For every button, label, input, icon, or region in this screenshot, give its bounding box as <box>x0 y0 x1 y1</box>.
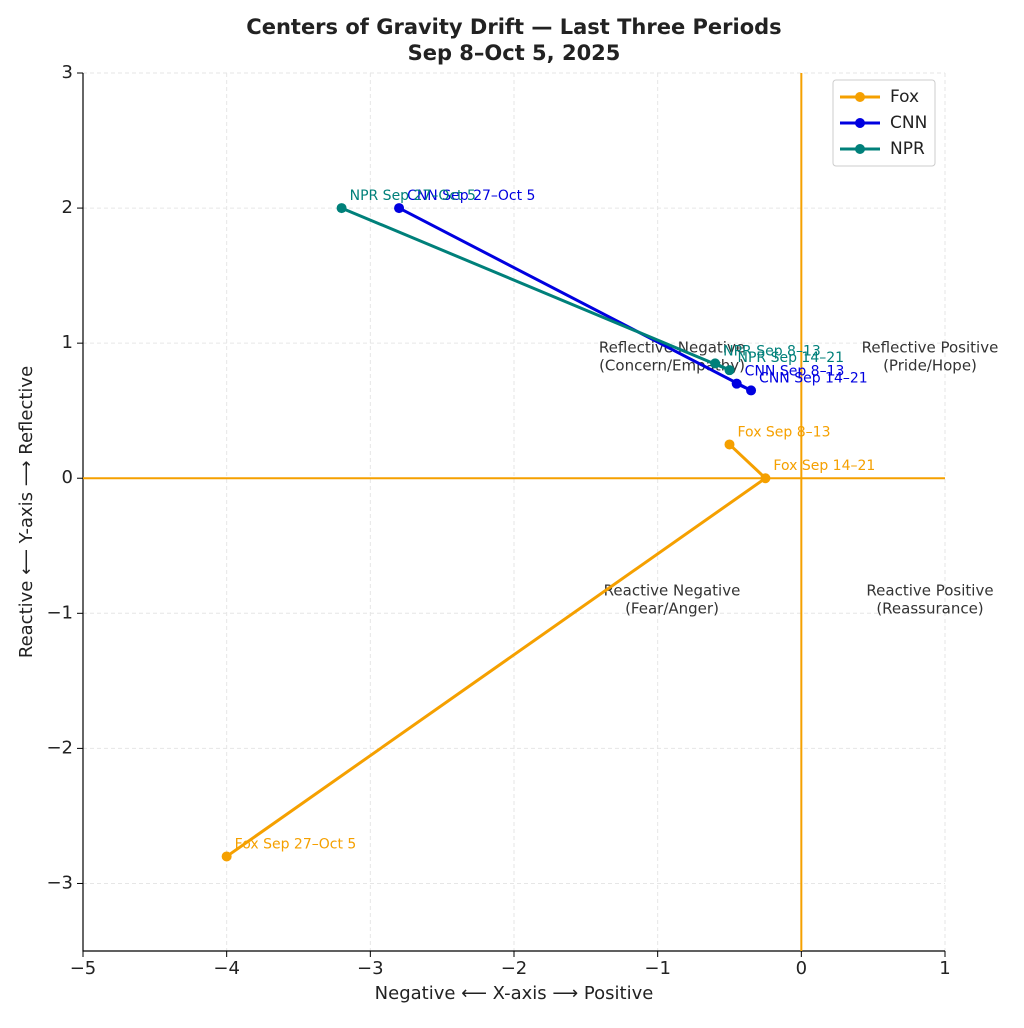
x-tick-label: 0 <box>796 958 807 979</box>
data-point <box>710 358 721 369</box>
data-point <box>336 203 347 214</box>
x-tick-label: −1 <box>644 958 671 979</box>
point-label: NPR Sep 14–21 <box>738 350 845 366</box>
series-line <box>225 443 768 858</box>
data-point <box>724 365 735 376</box>
legend-label: CNN <box>890 113 927 133</box>
x-tick-label: −2 <box>501 958 528 979</box>
point-label: CNN Sep 8–13 <box>745 364 845 380</box>
x-tick-label: −3 <box>357 958 384 979</box>
point-label: NPR Sep 27–Oct 5 <box>350 188 476 204</box>
point-label: Fox Sep 8–13 <box>738 424 831 440</box>
x-axis-label: Negative ⟵ X-axis ⟶ Positive <box>375 983 654 1004</box>
data-point <box>760 473 771 484</box>
y-axis-label: Reactive ⟵ Y-axis ⟶ Reflective <box>16 366 37 658</box>
x-tick-label: −4 <box>213 958 240 979</box>
y-tick-label: −2 <box>46 737 73 758</box>
data-point <box>394 203 405 214</box>
point-label: NPR Sep 8–13 <box>723 343 821 359</box>
chart-title: Centers of Gravity Drift — Last Three Pe… <box>246 15 781 39</box>
legend-marker <box>855 92 865 102</box>
data-point <box>724 439 735 450</box>
quadrant-label: Reactive Negative <box>604 582 741 600</box>
series-line <box>341 206 731 372</box>
y-tick-label: 1 <box>62 332 73 353</box>
quadrant-label: (Pride/Hope) <box>883 357 977 375</box>
legend-label: NPR <box>890 139 925 159</box>
axis-spines <box>82 73 945 952</box>
legend-marker <box>855 118 865 128</box>
y-tick-label: 0 <box>62 467 73 488</box>
quadrant-label: Reflective Positive <box>862 339 999 357</box>
data-point <box>731 378 742 389</box>
legend-label: Fox <box>890 87 919 107</box>
x-tick-label: 1 <box>939 958 950 979</box>
point-label: CNN Sep 14–21 <box>759 370 868 386</box>
quadrant-label: (Fear/Anger) <box>625 600 719 618</box>
y-tick-label: 3 <box>62 62 73 83</box>
y-tick-label: −1 <box>46 602 73 623</box>
legend-marker <box>855 144 865 154</box>
quadrant-label: (Reassurance) <box>876 600 983 618</box>
point-label: CNN Sep 27–Oct 5 <box>407 188 535 204</box>
point-label: Fox Sep 27–Oct 5 <box>235 836 357 852</box>
legend: Fox CNN NPR <box>832 79 936 167</box>
y-tick-label: −3 <box>46 872 73 893</box>
series-line <box>398 206 752 392</box>
data-point <box>221 851 232 862</box>
point-label: Fox Sep 14–21 <box>773 458 875 474</box>
quadrant-label: Reactive Positive <box>866 582 993 600</box>
x-tick-label: −5 <box>70 958 97 979</box>
y-tick-label: 2 <box>62 197 73 218</box>
data-point <box>746 385 757 396</box>
chart-subtitle: Sep 8–Oct 5, 2025 <box>408 41 621 65</box>
